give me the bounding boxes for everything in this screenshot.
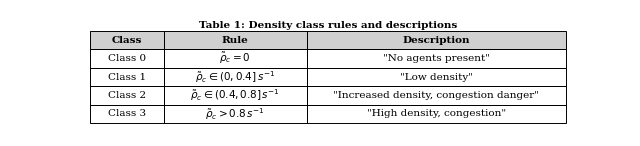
Text: "Increased density, congestion danger": "Increased density, congestion danger" <box>333 91 540 100</box>
Bar <box>164 68 307 86</box>
Text: "No agents present": "No agents present" <box>383 54 490 63</box>
Bar <box>90 86 164 105</box>
Text: $\tilde{\rho}_c > 0.8\, s^{-1}$: $\tilde{\rho}_c > 0.8\, s^{-1}$ <box>205 106 265 122</box>
Bar <box>90 68 164 86</box>
Text: $\tilde{\rho}_c \in (0.4, 0.8]\, s^{-1}$: $\tilde{\rho}_c \in (0.4, 0.8]\, s^{-1}$ <box>190 88 280 103</box>
Bar <box>307 68 566 86</box>
Bar <box>164 31 307 49</box>
Text: Class: Class <box>111 36 142 45</box>
Bar <box>307 31 566 49</box>
Bar <box>90 31 164 49</box>
Text: $\tilde{\rho}_c \in (0, 0.4]\, s^{-1}$: $\tilde{\rho}_c \in (0, 0.4]\, s^{-1}$ <box>195 69 275 85</box>
Text: Class 0: Class 0 <box>108 54 146 63</box>
Bar <box>164 49 307 68</box>
Bar <box>307 105 566 123</box>
Bar <box>90 68 164 86</box>
Bar <box>307 105 566 123</box>
Text: Class 2: Class 2 <box>108 91 146 100</box>
Text: Table 1: Density class rules and descriptions: Table 1: Density class rules and descrip… <box>199 21 457 30</box>
Bar <box>307 86 566 105</box>
Text: Rule: Rule <box>222 36 248 45</box>
Bar <box>307 49 566 68</box>
Bar <box>90 105 164 123</box>
Bar <box>164 68 307 86</box>
Text: "High density, congestion": "High density, congestion" <box>367 110 506 118</box>
Bar <box>90 105 164 123</box>
Text: Description: Description <box>403 36 470 45</box>
Bar <box>164 86 307 105</box>
Text: Class 1: Class 1 <box>108 73 146 82</box>
Bar <box>164 105 307 123</box>
Bar <box>164 31 307 49</box>
Bar <box>90 86 164 105</box>
Bar <box>307 49 566 68</box>
Bar <box>90 31 164 49</box>
Bar <box>307 86 566 105</box>
Bar <box>307 68 566 86</box>
Bar <box>90 49 164 68</box>
Text: $\tilde{\rho}_c = 0$: $\tilde{\rho}_c = 0$ <box>220 51 251 66</box>
Text: Class 3: Class 3 <box>108 110 146 118</box>
Bar <box>164 105 307 123</box>
Text: "Low density": "Low density" <box>400 73 473 82</box>
Bar <box>164 86 307 105</box>
Bar <box>164 49 307 68</box>
Bar <box>90 49 164 68</box>
Bar <box>307 31 566 49</box>
